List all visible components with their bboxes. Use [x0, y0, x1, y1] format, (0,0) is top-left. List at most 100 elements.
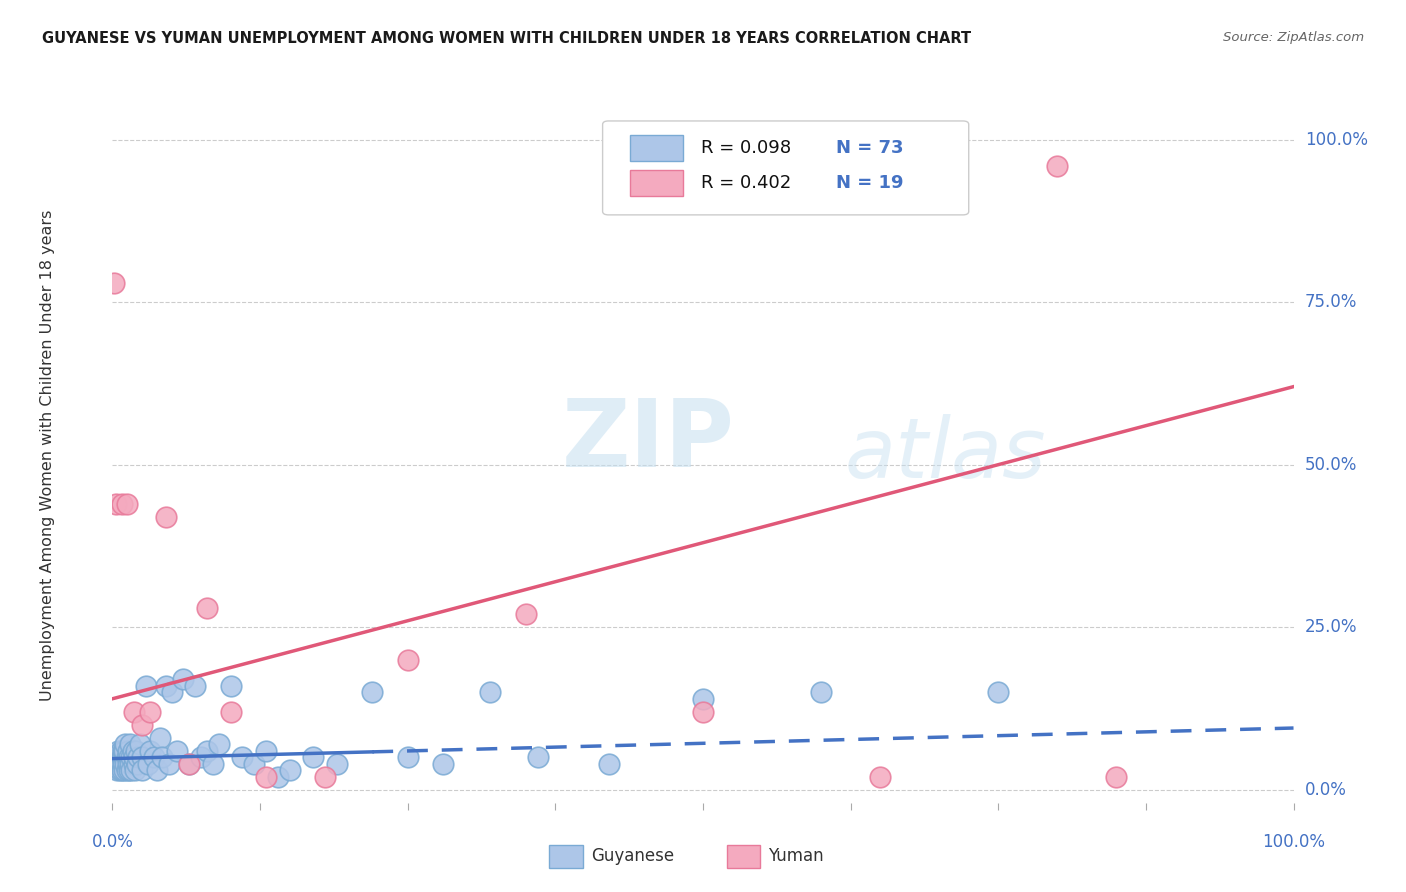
Point	[112, 744, 135, 758]
Point	[810, 685, 832, 699]
Text: R = 0.098: R = 0.098	[700, 139, 790, 157]
Text: 0.0%: 0.0%	[1305, 780, 1347, 799]
Point	[150, 750, 173, 764]
Point	[869, 770, 891, 784]
Point	[121, 744, 143, 758]
Point	[190, 750, 212, 764]
Point	[396, 653, 419, 667]
Point	[160, 685, 183, 699]
Point	[112, 744, 135, 758]
Point	[114, 737, 136, 751]
Point	[142, 750, 165, 764]
Point	[125, 744, 148, 758]
Point	[278, 764, 301, 778]
Point	[515, 607, 537, 622]
Point	[526, 750, 548, 764]
Point	[108, 750, 131, 764]
Point	[120, 750, 142, 764]
Point	[179, 756, 201, 771]
Point	[136, 756, 159, 771]
Point	[157, 756, 180, 771]
Point	[692, 705, 714, 719]
Text: 100.0%: 100.0%	[1263, 833, 1324, 851]
FancyBboxPatch shape	[727, 846, 759, 868]
Point	[110, 744, 132, 758]
Point	[195, 600, 218, 615]
Text: 50.0%: 50.0%	[1305, 456, 1357, 474]
Text: ZIP: ZIP	[561, 395, 734, 487]
Point	[112, 764, 135, 778]
Point	[326, 756, 349, 771]
Point	[987, 685, 1010, 699]
Point	[219, 679, 242, 693]
Point	[396, 750, 419, 764]
Text: Source: ZipAtlas.com: Source: ZipAtlas.com	[1223, 31, 1364, 45]
Text: 100.0%: 100.0%	[1305, 130, 1368, 149]
Point	[432, 756, 454, 771]
Point	[267, 770, 290, 784]
Point	[302, 750, 325, 764]
Point	[166, 744, 188, 758]
Point	[201, 756, 224, 771]
Point	[172, 672, 194, 686]
Point	[155, 509, 177, 524]
Text: Guyanese: Guyanese	[591, 847, 673, 865]
Point	[107, 744, 129, 758]
Text: N = 19: N = 19	[837, 174, 904, 192]
Point	[692, 691, 714, 706]
Text: N = 73: N = 73	[837, 139, 904, 157]
FancyBboxPatch shape	[630, 135, 683, 161]
Point	[254, 770, 277, 784]
FancyBboxPatch shape	[603, 121, 969, 215]
Point	[184, 679, 207, 693]
Point	[231, 750, 253, 764]
Point	[139, 705, 162, 719]
Point	[124, 764, 146, 778]
Text: 75.0%: 75.0%	[1305, 293, 1357, 311]
Point	[122, 756, 145, 771]
Point	[110, 756, 132, 771]
Point	[118, 750, 141, 764]
Point	[120, 737, 142, 751]
Text: Yuman: Yuman	[768, 847, 824, 865]
Point	[479, 685, 502, 699]
Point	[107, 756, 129, 771]
Point	[598, 756, 620, 771]
Point	[103, 276, 125, 290]
FancyBboxPatch shape	[550, 846, 582, 868]
Point	[111, 497, 134, 511]
Point	[179, 756, 201, 771]
Point	[108, 764, 131, 778]
Point	[122, 705, 145, 719]
Point	[127, 750, 149, 764]
Point	[112, 756, 135, 771]
Point	[120, 756, 142, 771]
Point	[118, 764, 141, 778]
Point	[155, 679, 177, 693]
Text: Unemployment Among Women with Children Under 18 years: Unemployment Among Women with Children U…	[39, 210, 55, 700]
Point	[114, 756, 136, 771]
Point	[131, 764, 153, 778]
Text: GUYANESE VS YUMAN UNEMPLOYMENT AMONG WOMEN WITH CHILDREN UNDER 18 YEARS CORRELAT: GUYANESE VS YUMAN UNEMPLOYMENT AMONG WOM…	[42, 31, 972, 46]
Point	[111, 764, 134, 778]
Point	[122, 750, 145, 764]
Point	[112, 750, 135, 764]
Point	[127, 756, 149, 771]
Point	[117, 756, 139, 771]
Point	[146, 764, 169, 778]
Point	[314, 770, 336, 784]
Text: 0.0%: 0.0%	[91, 833, 134, 851]
Point	[128, 737, 150, 751]
Point	[1105, 770, 1128, 784]
Text: R = 0.402: R = 0.402	[700, 174, 792, 192]
Point	[254, 744, 277, 758]
Text: atlas: atlas	[845, 415, 1046, 495]
Point	[105, 764, 128, 778]
Point	[135, 679, 157, 693]
Point	[149, 731, 172, 745]
Point	[361, 685, 384, 699]
Point	[105, 497, 128, 511]
Point	[195, 744, 218, 758]
Point	[115, 750, 138, 764]
Point	[1046, 159, 1069, 173]
